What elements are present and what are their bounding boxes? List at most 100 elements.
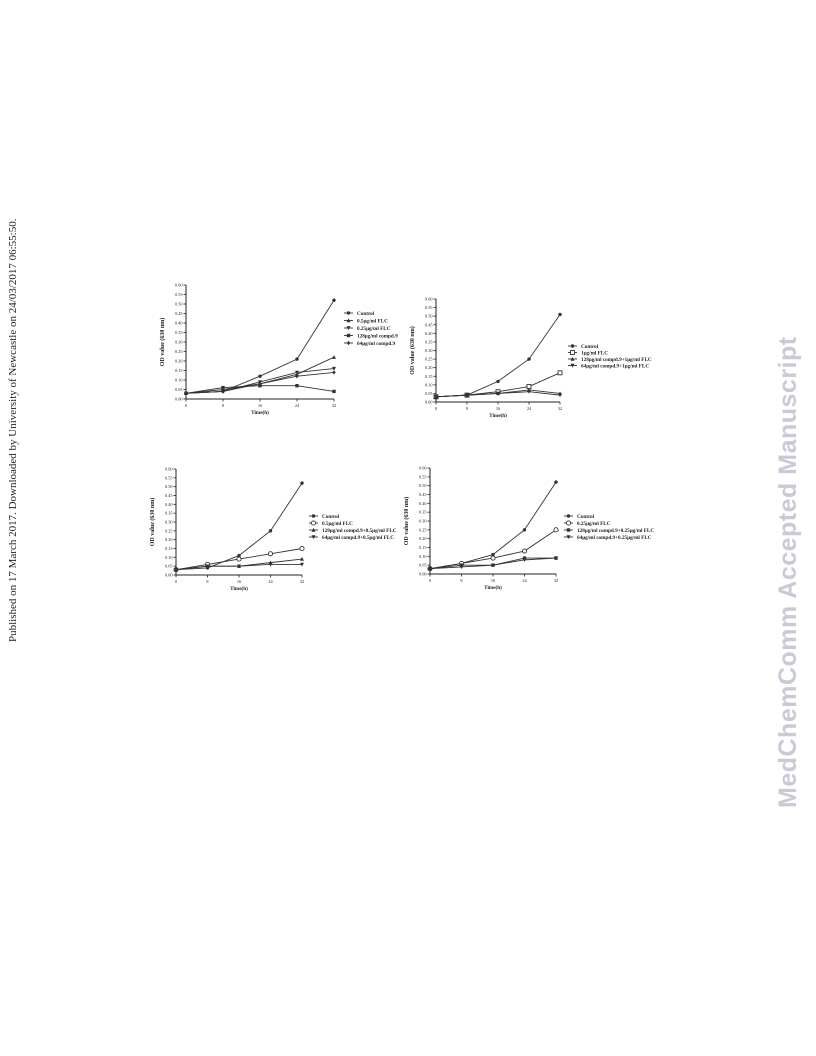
series-1: Control: [184, 298, 375, 395]
data-point: [332, 366, 336, 371]
legend-marker: [566, 535, 571, 540]
data-point: [554, 556, 558, 561]
legend-marker: [570, 356, 575, 361]
y-axis-title: OD value (630 nm): [159, 318, 166, 367]
y-tick-label: 0.25: [419, 527, 427, 532]
x-tick-label: 32: [554, 578, 558, 583]
data-point: [295, 370, 299, 375]
y-tick-label: 0.55: [165, 475, 173, 480]
data-point: [527, 357, 531, 361]
data-point: [221, 389, 225, 394]
chart-2-combo-1ug-flc: 0.00 0.05 0.10 0.15 0.20 0.25 0.30 0.35 0.40 0.45…: [409, 297, 652, 420]
x-tick-label: 0: [185, 403, 187, 408]
legend-marker: [570, 344, 575, 348]
legend-marker: [566, 528, 571, 532]
y-tick-label: 0.20: [419, 536, 427, 541]
x-axis-title: Time(h): [230, 585, 248, 592]
legend-marker: [311, 527, 316, 532]
legend-label: Control: [357, 311, 375, 317]
data-point: [553, 527, 559, 533]
legend-marker: [566, 514, 571, 518]
y-tick-label: 0.05: [419, 563, 427, 568]
legend-marker: [346, 311, 351, 315]
y-tick-label: 0.35: [425, 339, 433, 344]
data-point: [299, 545, 305, 552]
y-tick-label: 0.05: [175, 387, 183, 392]
y-tick-label: 0.15: [425, 374, 433, 379]
data-point: [491, 563, 495, 568]
legend-marker: [310, 520, 317, 526]
data-point: [496, 391, 500, 396]
legend-label: 64μg/ml compd.9+0.5μg/ml FLC: [322, 535, 394, 541]
data-point: [300, 481, 304, 485]
data-point: [300, 562, 304, 567]
y-tick-label: 0.30: [165, 520, 173, 525]
x-tick-label: 16: [496, 406, 501, 411]
y-tick-label: 0.35: [419, 510, 427, 515]
x-tick-label: 0: [435, 406, 437, 411]
data-point: [295, 357, 299, 361]
y-tick-label: 0.35: [165, 511, 173, 516]
x-tick-label: 8: [466, 406, 468, 411]
series-line: [185, 299, 335, 394]
series-5: 64μg/ml compd.9: [184, 340, 396, 396]
x-tick-label: 16: [491, 578, 496, 583]
data-point: [428, 567, 432, 571]
data-point: [295, 374, 299, 379]
x-tick-label: 8: [222, 403, 224, 408]
y-axis-title: OD value (630 nm): [409, 326, 416, 375]
y-tick-label: 0.20: [175, 359, 183, 364]
legend-marker: [311, 514, 316, 518]
y-tick-label: 0.35: [175, 330, 183, 335]
legend-label: 0.25μg/ml FLC: [357, 326, 391, 332]
legend-label: 0.25μg/ml FLC: [577, 521, 611, 527]
data-point: [496, 379, 500, 384]
y-tick-label: 0.00: [425, 400, 433, 405]
y-tick-label: 0.00: [165, 573, 173, 578]
y-tick-label: 0.05: [165, 564, 173, 569]
series-line: [435, 314, 561, 398]
x-tick-label: 8: [206, 579, 208, 584]
series-1: Control: [174, 481, 340, 572]
legend-label: 64μg/ml compd.9: [357, 341, 396, 347]
x-tick-label: 24: [527, 406, 532, 411]
y-tick-label: 0.45: [175, 311, 183, 316]
y-tick-label: 0.50: [419, 483, 427, 488]
chart-4-combo-025ug-flc: 0.00 0.05 0.10 0.15 0.20 0.25 0.30 0.35 0.40 0.45…: [403, 466, 654, 592]
series-1: Control: [428, 480, 595, 571]
data-point: [459, 563, 464, 567]
data-point: [237, 564, 241, 569]
y-tick-label: 0.40: [425, 331, 433, 336]
y-tick-label: 0.20: [165, 537, 173, 542]
y-tick-label: 0.60: [425, 297, 433, 302]
y-tick-label: 0.30: [425, 348, 433, 353]
y-tick-label: 0.20: [425, 365, 433, 370]
y-tick-label: 0.10: [425, 382, 433, 387]
y-tick-label: 0.60: [419, 466, 427, 471]
y-tick-label: 0.30: [419, 519, 427, 524]
y-tick-label: 0.25: [175, 349, 183, 354]
data-point: [267, 551, 274, 557]
y-tick-label: 0.60: [175, 283, 183, 288]
legend-label: 128μg/ml compd.9+0.5μg/ml FLC: [322, 528, 397, 534]
data-point: [205, 564, 210, 569]
legend-label: Control: [581, 344, 599, 350]
y-tick-label: 0.55: [175, 292, 183, 297]
data-point: [236, 556, 242, 562]
legend-label: 0.5μg/ml FLC: [322, 521, 353, 527]
y-tick-label: 0.55: [425, 305, 433, 310]
y-tick-label: 0.55: [419, 474, 427, 479]
y-tick-label: 0.45: [419, 492, 427, 497]
legend-label: Control: [577, 514, 595, 520]
series-4: 64μg/ml compd.9+0.5μg/ml FLC: [174, 535, 394, 572]
y-tick-label: 0.40: [419, 501, 427, 506]
y-tick-label: 0.15: [419, 545, 427, 550]
legend-marker: [346, 326, 351, 331]
y-tick-label: 0.25: [425, 357, 433, 362]
y-tick-label: 0.40: [165, 502, 173, 507]
y-tick-label: 0.50: [165, 484, 173, 489]
data-point: [174, 568, 178, 572]
data-point: [295, 384, 299, 388]
data-point: [557, 370, 563, 376]
y-tick-label: 0.50: [425, 314, 433, 319]
